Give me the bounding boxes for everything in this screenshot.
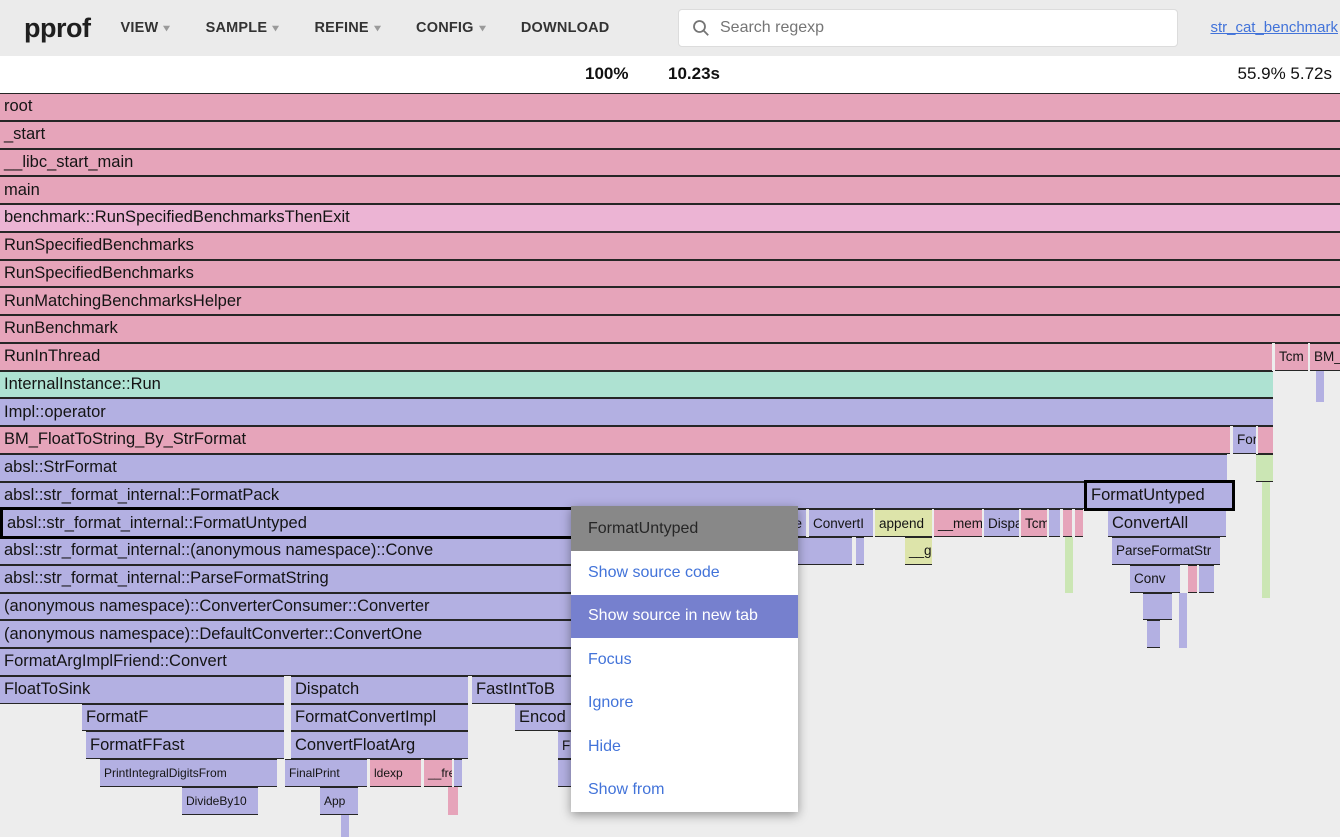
- flame-box--start[interactable]: _start: [0, 120, 1340, 149]
- flame-box[interactable]: [341, 814, 349, 837]
- flame-box[interactable]: [1258, 426, 1273, 454]
- flame-box[interactable]: [1206, 564, 1214, 593]
- flame-box[interactable]: [1063, 509, 1072, 537]
- chevron-down-icon: ▾: [272, 22, 280, 34]
- search-box[interactable]: [678, 9, 1178, 47]
- top-bar: pprof VIEW ▾ SAMPLE ▾ REFINE ▾ CONFIG ▾ DOWNLOAD…: [0, 0, 1340, 56]
- flame-box-dispatch[interactable]: Dispatch: [291, 675, 468, 704]
- flame-box-benchmark-runspecifiedbenchmarksthenexit[interactable]: benchmark::RunSpecifiedBenchmarksThenExi…: [0, 204, 1340, 232]
- context-menu-item-show-source-in-new-tab[interactable]: Show source in new tab: [571, 594, 798, 638]
- flame-box-dispa[interactable]: Dispa: [984, 509, 1019, 537]
- context-menu-item-show-from[interactable]: Show from: [588, 781, 665, 799]
- menu-label: CONFIG: [416, 20, 474, 36]
- main-menu: VIEW ▾ SAMPLE ▾ REFINE ▾ CONFIG ▾ DOWNLOAD: [120, 20, 645, 36]
- context-menu-item-hide[interactable]: Hide: [588, 737, 621, 755]
- flame-box-formatffast[interactable]: FormatFFast: [86, 731, 284, 759]
- flame-box-impl-operator[interactable]: Impl::operator: [0, 398, 1273, 426]
- pprof-logo: pprof: [24, 12, 91, 43]
- flame-box-bm-[interactable]: BM_: [1310, 342, 1340, 371]
- flame-box-ldexp[interactable]: ldexp: [370, 759, 421, 787]
- flame-box-runmatchingbenchmarkshelper[interactable]: RunMatchingBenchmarksHelper: [0, 287, 1340, 315]
- flame-box[interactable]: [1179, 592, 1187, 648]
- flame-box-for[interactable]: For: [1233, 426, 1256, 454]
- menu-download[interactable]: DOWNLOAD: [521, 20, 610, 36]
- flame-box-absl-str-format-internal-formatpack[interactable]: absl::str_format_internal::FormatPack: [0, 481, 1085, 510]
- flame-box-tcm[interactable]: Tcm: [1021, 509, 1047, 537]
- search-icon: [693, 20, 709, 36]
- flame-box[interactable]: [1049, 509, 1060, 537]
- flame-box-conv[interactable]: Conv: [1130, 564, 1180, 593]
- flame-box--fre[interactable]: __fre: [424, 759, 452, 787]
- flame-box[interactable]: [1262, 481, 1270, 599]
- menu-refine[interactable]: REFINE ▾: [314, 20, 380, 36]
- flame-box-append[interactable]: append: [875, 509, 932, 537]
- flame-box-runinthread[interactable]: RunInThread: [0, 342, 1272, 371]
- flame-box-bm-floattostring-by-strformat[interactable]: BM_FloatToString_By_StrFormat: [0, 426, 1230, 454]
- menu-sample[interactable]: SAMPLE ▾: [206, 20, 279, 36]
- flame-box[interactable]: [1316, 370, 1324, 403]
- flame-box[interactable]: [1147, 620, 1160, 648]
- flame-box-fastinttob[interactable]: FastIntToB: [472, 675, 575, 704]
- flame-box-tcm[interactable]: Tcm: [1275, 342, 1308, 371]
- flame-box--g[interactable]: __g: [905, 537, 932, 565]
- flame-box[interactable]: [448, 786, 458, 815]
- chevron-down-icon: ▾: [478, 22, 486, 34]
- flamegraph: root _start __libc_start_main main benchmark…: [0, 93, 1340, 837]
- flame-box-convertall[interactable]: ConvertAll: [1108, 509, 1226, 537]
- flame-box[interactable]: [1188, 564, 1197, 593]
- flame-box[interactable]: [790, 537, 852, 565]
- chevron-down-icon: ▾: [163, 22, 171, 34]
- total-percent: 100%: [585, 64, 629, 83]
- flame-box-encod[interactable]: Encod: [515, 703, 575, 732]
- menu-label: DOWNLOAD: [520, 20, 610, 36]
- total-time: 10.23s: [668, 64, 720, 83]
- menu-label: VIEW: [120, 20, 159, 36]
- menu-config[interactable]: CONFIG ▾: [416, 20, 485, 36]
- context-menu-item-ignore[interactable]: Ignore: [588, 694, 634, 712]
- context-menu-title: FormatUntyped: [571, 506, 798, 551]
- menu-view[interactable]: VIEW ▾: [120, 20, 169, 36]
- flame-box-converti[interactable]: ConvertI: [809, 509, 873, 537]
- flame-box-printintegraldigitsfrom[interactable]: PrintIntegralDigitsFrom: [100, 759, 277, 787]
- flame-box-parseformatstr[interactable]: ParseFormatStr: [1112, 537, 1220, 565]
- menu-label: SAMPLE: [205, 20, 268, 36]
- flame-box-absl-strformat[interactable]: absl::StrFormat: [0, 453, 1227, 482]
- flame-box-runspecifiedbenchmarks[interactable]: RunSpecifiedBenchmarks: [0, 231, 1340, 260]
- flame-box-root[interactable]: root: [0, 93, 1340, 121]
- profile-name-link[interactable]: str_cat_benchmark: [1210, 19, 1338, 36]
- flame-box-runspecifiedbenchmarks[interactable]: RunSpecifiedBenchmarks: [0, 259, 1340, 288]
- flame-box-formatf[interactable]: FormatF: [82, 703, 284, 732]
- flame-box-divideby10[interactable]: DivideBy10: [182, 786, 258, 815]
- flame-box-runbenchmark[interactable]: RunBenchmark: [0, 315, 1340, 343]
- flame-box--libc-start-main[interactable]: __libc_start_main: [0, 148, 1340, 177]
- search-input[interactable]: [720, 19, 1150, 37]
- context-menu-item-show-source-code[interactable]: Show source code: [588, 563, 720, 581]
- flame-box[interactable]: [856, 537, 864, 565]
- selected-percent-time: 55.9% 5.72s: [1237, 64, 1332, 83]
- flame-box[interactable]: [1143, 592, 1172, 621]
- flame-box[interactable]: [1199, 564, 1207, 593]
- menu-label: REFINE: [314, 20, 369, 36]
- flame-box-main[interactable]: main: [0, 176, 1340, 204]
- flame-box-internalinstance-run[interactable]: InternalInstance::Run: [0, 370, 1273, 399]
- flame-box[interactable]: [454, 759, 462, 787]
- chevron-down-icon: ▾: [374, 22, 381, 34]
- flame-box[interactable]: [1065, 537, 1073, 593]
- flame-box-app[interactable]: App: [320, 786, 358, 815]
- flame-box-finalprint[interactable]: FinalPrint: [285, 759, 367, 787]
- flame-box-formatuntyped[interactable]: FormatUntyped: [1084, 479, 1235, 512]
- flame-box-f[interactable]: F: [558, 731, 575, 759]
- flame-box-formatconvertimpl[interactable]: FormatConvertImpl: [291, 703, 468, 732]
- flame-box--mem[interactable]: __mem: [934, 509, 982, 537]
- flame-box[interactable]: [1075, 509, 1083, 537]
- flame-box[interactable]: [558, 759, 575, 787]
- context-menu-items: Show source code Show source in new tab Fo…: [571, 551, 798, 812]
- flame-box-convertfloatarg[interactable]: ConvertFloatArg: [291, 731, 468, 759]
- context-menu-item-focus[interactable]: Focus: [588, 650, 632, 668]
- flame-box[interactable]: [1256, 453, 1273, 482]
- context-menu: FormatUntyped Show source code Show sourc…: [571, 506, 798, 812]
- flame-box-floattosink[interactable]: FloatToSink: [0, 675, 284, 704]
- stats-strip: 100% 10.23s 55.9% 5.72s: [0, 56, 1340, 93]
